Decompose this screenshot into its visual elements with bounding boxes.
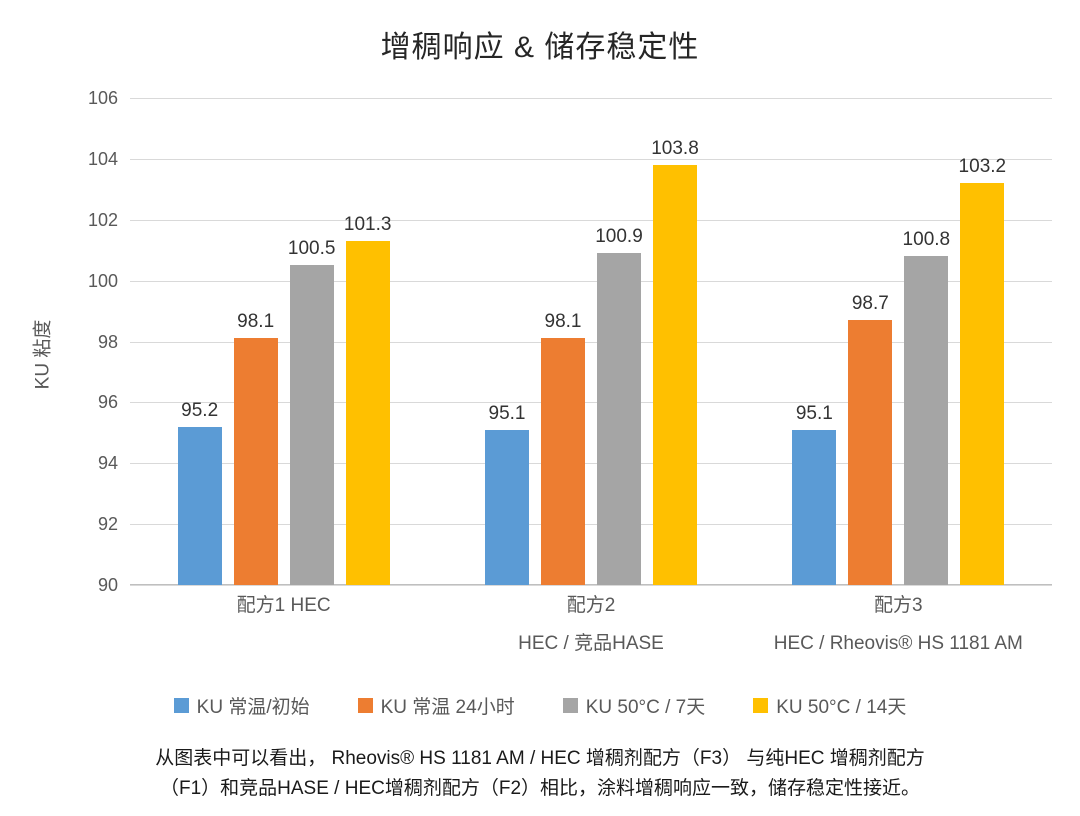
bar [289, 265, 334, 585]
plot-area: 95.2 98.1 100.5 101.3 95.1 98.1 100.9 103.8 95.1… [130, 98, 1052, 586]
bar-value-label: 98.1 [544, 311, 582, 333]
category-label: 配方3 HEC / Rheovis® HS 1181 AM [745, 594, 1052, 656]
legend-label: KU 50°C / 7天 [585, 697, 706, 718]
gridline [130, 341, 1052, 343]
gridline [130, 280, 1052, 282]
category-label: 配方1 HEC [130, 594, 437, 656]
gridline [130, 98, 1052, 99]
bar [960, 183, 1005, 585]
y-axis-tick-labels: 90 92 94 96 98 100 102 104 106 [30, 88, 118, 595]
legend: KU 常温/初始 KU 常温 24小时 KU 50°C / 7天 KU 50°C / … [0, 692, 1080, 719]
bar-value-label: 101.3 [343, 214, 392, 236]
y-tick-label: 104 [87, 148, 118, 169]
bar [904, 256, 949, 585]
category-label: 配方2 HEC / 竞品HASE [437, 594, 744, 656]
bar [541, 338, 585, 585]
footer-note: 从图表中可以看出， Rheovis® HS 1181 AM / HEC 增稠剂配… [0, 744, 1080, 804]
legend-label: KU 常温 24小时 [380, 697, 515, 718]
bar-value-label: 100.8 [902, 229, 951, 251]
gridline [130, 158, 1052, 160]
y-tick-label: 100 [87, 270, 118, 291]
legend-label: KU 50°C / 14天 [776, 697, 907, 718]
legend-item: KU 常温 24小时 [357, 692, 515, 719]
gridline [130, 524, 1052, 526]
gridline [130, 402, 1052, 404]
bar [792, 429, 837, 585]
y-tick-label: 106 [87, 88, 118, 108]
bar [653, 164, 697, 585]
bar-value-label: 95.1 [488, 402, 526, 424]
category-label-line1: 配方1 HEC [236, 595, 331, 616]
legend-item: KU 50°C / 14天 [753, 692, 906, 719]
gridline [130, 463, 1052, 465]
bar [848, 320, 893, 585]
category-label-line1: 配方2 [566, 595, 616, 616]
category-label-line1: 配方3 [874, 595, 923, 616]
bar [233, 338, 278, 585]
bar-value-label: 100.5 [287, 238, 336, 260]
x-axis-category-labels: 配方1 HEC 配方2 HEC / 竞品HASE 配方3 HEC / Rheovis® … [130, 594, 1052, 656]
y-tick-label: 94 [97, 453, 118, 474]
legend-item: KU 常温/初始 [173, 692, 310, 719]
bar-value-label: 103.2 [958, 156, 1007, 178]
legend-swatch [753, 698, 769, 713]
category-label-line2: HEC / Rheovis® HS 1181 AM [773, 633, 1023, 654]
bar [485, 429, 529, 585]
gridline [130, 585, 1052, 586]
bar-value-label: 103.8 [651, 137, 699, 159]
x-axis-line [130, 584, 1052, 585]
bar-value-label: 95.2 [181, 399, 219, 421]
legend-item: KU 50°C / 7天 [562, 692, 706, 719]
y-tick-label: 96 [97, 392, 118, 413]
bar-value-label: 98.1 [237, 311, 275, 333]
bar-value-label: 95.1 [795, 402, 833, 424]
chart-title: 增稠响应 & 储存稳定性 [380, 31, 700, 64]
legend-swatch [562, 698, 578, 713]
bar [177, 426, 222, 585]
y-tick-label: 102 [87, 209, 118, 230]
bar [345, 241, 390, 585]
footer-line-2: （F1）和竞品HASE / HEC增稠剂配方（F2）相比，涂料增稠响应一致，储存… [159, 778, 921, 799]
gridline [130, 219, 1052, 221]
y-tick-label: 98 [97, 331, 118, 352]
legend-label: KU 常温/初始 [196, 697, 310, 718]
bar [597, 253, 641, 585]
category-label-line2: HEC / 竞品HASE [518, 633, 664, 654]
legend-swatch [173, 698, 189, 713]
footer-line-1: 从图表中可以看出， Rheovis® HS 1181 AM / HEC 增稠剂配… [155, 748, 925, 769]
y-tick-label: 92 [97, 514, 118, 535]
bar-value-label: 100.9 [595, 226, 643, 248]
y-tick-label: 90 [97, 575, 118, 595]
bar-value-label: 98.7 [851, 293, 889, 315]
legend-swatch [357, 698, 373, 713]
